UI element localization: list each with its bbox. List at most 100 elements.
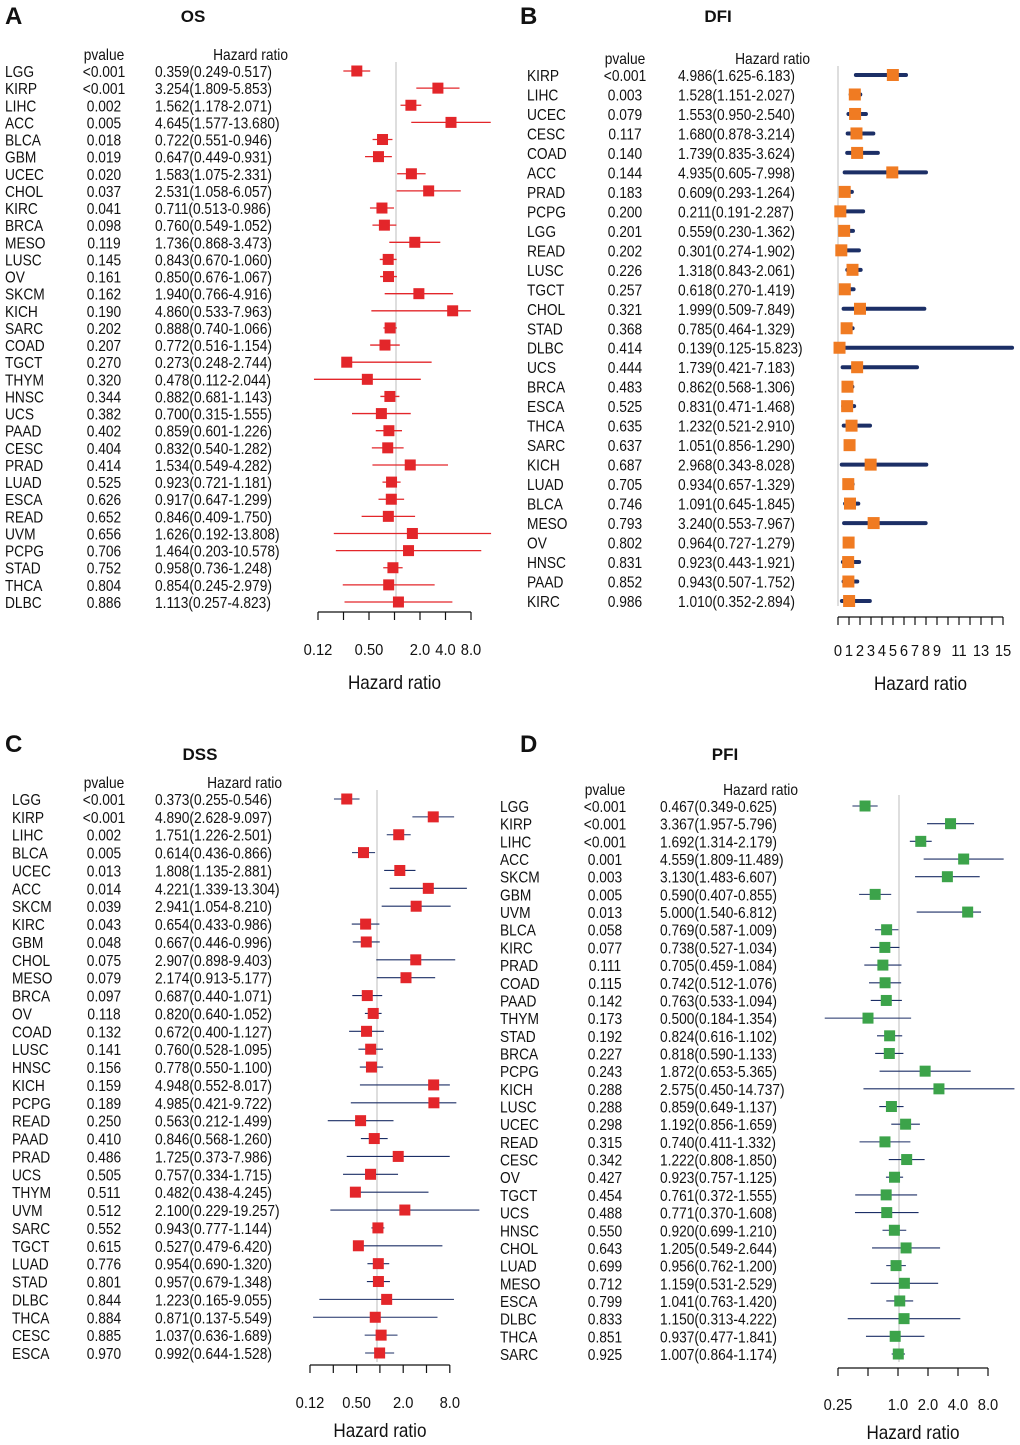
cancer-type-label: DLBC: [527, 340, 564, 358]
cancer-type-label: KICH: [5, 303, 38, 321]
cancer-type-label: KIRP: [12, 809, 44, 827]
hazard-ratio-point: [881, 1207, 893, 1219]
cancer-type-label: DLBC: [12, 1291, 49, 1309]
x-tick-label: 1: [845, 642, 853, 660]
hazard-ratio-label: 0.757(0.334-1.715): [155, 1166, 272, 1184]
hazard-ratio-label: 0.956(0.762-1.200): [660, 1258, 777, 1276]
pvalue-label: 0.270: [87, 354, 121, 372]
hazard-ratio-point: [410, 954, 422, 966]
hazard-ratio-label: 1.223(0.165-9.055): [155, 1291, 272, 1309]
hazard-ratio-point: [365, 1061, 377, 1073]
hazard-ratio-point: [840, 322, 853, 335]
pvalue-label: 0.382: [87, 406, 121, 424]
hazard-ratio-point: [413, 288, 425, 300]
cancer-type-label: BLCA: [5, 132, 41, 150]
hazard-ratio-point: [900, 1118, 912, 1130]
hazard-ratio-point: [360, 918, 372, 930]
cancer-type-label: KIRP: [500, 816, 532, 834]
cancer-type-label: UVM: [5, 526, 36, 544]
cancer-type-label: ACC: [5, 114, 34, 132]
hazard-ratio-label: 1.041(0.763-1.420): [660, 1293, 777, 1311]
hazard-ratio-label: 2.100(0.229-19.257): [155, 1202, 280, 1220]
hazard-ratio-point: [383, 579, 395, 591]
hazard-ratio-point: [848, 88, 861, 101]
hazard-ratio-point: [394, 864, 406, 876]
pvalue-label: 0.019: [87, 149, 121, 167]
hazard-ratio-label: 1.736(0.868-3.473): [155, 234, 272, 252]
pvalue-label: <0.001: [83, 791, 125, 809]
panel-title: DSS: [183, 745, 218, 764]
hazard-ratio-label: 4.948(0.552-8.017): [155, 1077, 272, 1095]
pvalue-label: 0.161: [87, 269, 121, 287]
pvalue-label: 0.525: [87, 474, 121, 492]
hazard-ratio-label: 1.553(0.950-2.540): [678, 106, 795, 124]
hazard-ratio-label: 0.740(0.411-1.332): [660, 1134, 776, 1152]
cancer-type-label: UCS: [5, 406, 34, 424]
hazard-ratio-point: [378, 219, 390, 231]
x-tick-label: 3: [867, 642, 875, 660]
pvalue-label: 0.483: [608, 379, 642, 397]
hazard-ratio-label: 1.680(0.878-3.214): [678, 126, 795, 144]
hazard-ratio-point: [372, 1222, 384, 1234]
cancer-type-label: THYM: [500, 1010, 539, 1028]
x-tick-label: 2: [856, 642, 864, 660]
hazard-ratio-point: [365, 1168, 377, 1180]
hazard-ratio-point: [341, 793, 353, 805]
pvalue-label: 0.043: [87, 916, 121, 934]
hazard-ratio-label: 0.478(0.112-2.044): [155, 371, 271, 389]
pvalue-label: 0.002: [87, 827, 121, 845]
hazard-ratio-label: 0.785(0.464-1.329): [678, 320, 795, 338]
pvalue-label: 0.746: [608, 496, 642, 514]
hazard-ratio-point: [365, 1043, 377, 1055]
cancer-type-label: BRCA: [527, 379, 565, 397]
cancer-type-label: COAD: [5, 337, 45, 355]
cancer-type-label: SARC: [527, 437, 565, 455]
cancer-type-label: MESO: [12, 970, 52, 988]
pvalue-label: 0.885: [87, 1327, 121, 1345]
pvalue-label: 0.802: [608, 535, 642, 553]
cancer-type-label: KIRC: [5, 200, 38, 218]
cancer-type-label: PRAD: [12, 1148, 50, 1166]
panel-letter: D: [520, 731, 537, 758]
pvalue-label: 0.505: [87, 1166, 121, 1184]
pvalue-label: 0.288: [588, 1099, 622, 1117]
pvalue-label: 0.488: [588, 1205, 622, 1223]
x-tick-label: 8.0: [461, 641, 481, 659]
hazard-ratio-point: [850, 127, 863, 140]
pvalue-label: 0.005: [87, 114, 121, 132]
hazard-ratio-point: [369, 1311, 381, 1323]
hazard-ratio-point: [361, 990, 373, 1002]
cancer-type-label: LUAD: [5, 474, 42, 492]
cancer-type-label: TGCT: [12, 1238, 49, 1256]
pvalue-label: 0.200: [608, 203, 642, 221]
hazard-ratio-label: 0.832(0.540-1.282): [155, 440, 272, 458]
pvalue-label: 0.018: [87, 132, 121, 150]
hazard-ratio-point: [374, 1347, 386, 1359]
pvalue-label: <0.001: [584, 833, 626, 851]
pvalue-label: 0.414: [608, 340, 642, 358]
hazard-ratio-label: 0.769(0.587-1.009): [660, 922, 777, 940]
x-tick-label: 2.0: [393, 1394, 413, 1412]
hazard-ratio-point: [867, 517, 880, 530]
pvalue-label: 0.250: [87, 1113, 121, 1131]
hazard-ratio-label: 0.738(0.527-1.034): [660, 939, 777, 957]
hazard-ratio-label: 0.761(0.372-1.555): [660, 1187, 777, 1205]
hazard-ratio-point: [898, 1277, 910, 1289]
hazard-ratio-label: 1.528(1.151-2.027): [678, 87, 795, 105]
cancer-type-label: READ: [500, 1134, 538, 1152]
pvalue-label: 0.111: [589, 957, 621, 975]
hazard-ratio-label: 1.007(0.864-1.174): [660, 1346, 777, 1364]
hazard-ratio-label: 0.843(0.670-1.060): [155, 251, 272, 269]
hazard-ratio-label: 1.037(0.636-1.689): [155, 1327, 272, 1345]
hazard-ratio-point: [351, 65, 363, 77]
pvalue-label: 0.173: [588, 1010, 622, 1028]
hazard-ratio-point: [842, 556, 855, 569]
pvalue-label: 0.550: [588, 1222, 622, 1240]
hazard-ratio-point: [889, 1330, 901, 1342]
pvalue-label: 0.119: [87, 234, 120, 252]
hazard-ratio-point: [428, 1079, 440, 1091]
panel-letter: A: [5, 3, 22, 30]
pvalue-label: 0.077: [588, 939, 622, 957]
hazard-ratio-point: [879, 1136, 891, 1148]
hazard-ratio-point: [881, 924, 893, 936]
